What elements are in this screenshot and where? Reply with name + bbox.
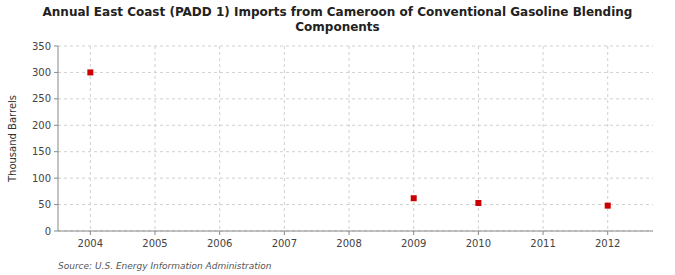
tick-label-x: 2009 [401, 238, 426, 249]
tick-y [54, 204, 58, 205]
tick-label-y: 350 [32, 41, 51, 52]
tick-y [54, 178, 58, 179]
tick-x [543, 231, 544, 235]
grid-line-y [58, 178, 653, 179]
tick-y [54, 46, 58, 47]
title: Annual East Coast (PADD 1) Imports from … [43, 5, 633, 34]
grid-line-y [58, 72, 653, 73]
title-line: Annual East Coast (PADD 1) Imports from … [43, 5, 633, 19]
tick-x [349, 231, 350, 235]
tick-x [155, 231, 156, 235]
tick-label-y: 200 [32, 120, 51, 131]
grid-line-y [58, 204, 653, 205]
tick-label-x: 2010 [466, 238, 491, 249]
tick-x [284, 231, 285, 235]
source: Source: U.S. Energy Information Administ… [58, 261, 272, 271]
tick-label-y: 150 [32, 146, 51, 157]
tick-y [54, 231, 58, 232]
tick-label-x: 2005 [142, 238, 167, 249]
points [87, 69, 610, 208]
grid [58, 46, 653, 231]
tick-label-x: 2008 [336, 238, 361, 249]
y-axis-label: Thousand Barrels [7, 95, 18, 183]
point [605, 203, 611, 209]
tick-y [54, 72, 58, 73]
point [475, 200, 481, 206]
grid-line-x [284, 46, 285, 231]
tick-label-x: 2012 [595, 238, 620, 249]
chart-svg: Annual East Coast (PADD 1) Imports from … [0, 0, 675, 275]
grid-line-y [58, 151, 653, 152]
tick-y [54, 98, 58, 99]
tick-y [54, 125, 58, 126]
grid-line-y [58, 231, 653, 232]
grid-line-x [155, 46, 156, 231]
tick-label-x: 2004 [78, 238, 103, 249]
grid-line-x [543, 46, 544, 231]
grid-line-y [58, 125, 653, 126]
grid-line-y [58, 46, 653, 47]
chart-container: Annual East Coast (PADD 1) Imports from … [0, 0, 675, 275]
grid-line-y [58, 98, 653, 99]
tick-x [478, 231, 479, 235]
tick-label-y: 300 [32, 67, 51, 78]
tick-label-y: 0 [45, 226, 51, 237]
tick-label-x: 2007 [272, 238, 297, 249]
axis-x [58, 231, 653, 232]
tick-label-y: 50 [38, 199, 51, 210]
point [411, 195, 417, 201]
grid-line-x [413, 46, 414, 231]
tick-label-y: 100 [32, 173, 51, 184]
grid-line-x [219, 46, 220, 231]
axis-y [58, 46, 59, 231]
tick-x [90, 231, 91, 235]
tick-label-x: 2011 [530, 238, 555, 249]
tick-x [413, 231, 414, 235]
tick-label-y: 250 [32, 93, 51, 104]
grid-line-x [349, 46, 350, 231]
tick-label-x: 2006 [207, 238, 232, 249]
tick-x [219, 231, 220, 235]
title-line: Components [295, 20, 380, 34]
tick-x [607, 231, 608, 235]
tick-y [54, 151, 58, 152]
point [87, 69, 93, 75]
